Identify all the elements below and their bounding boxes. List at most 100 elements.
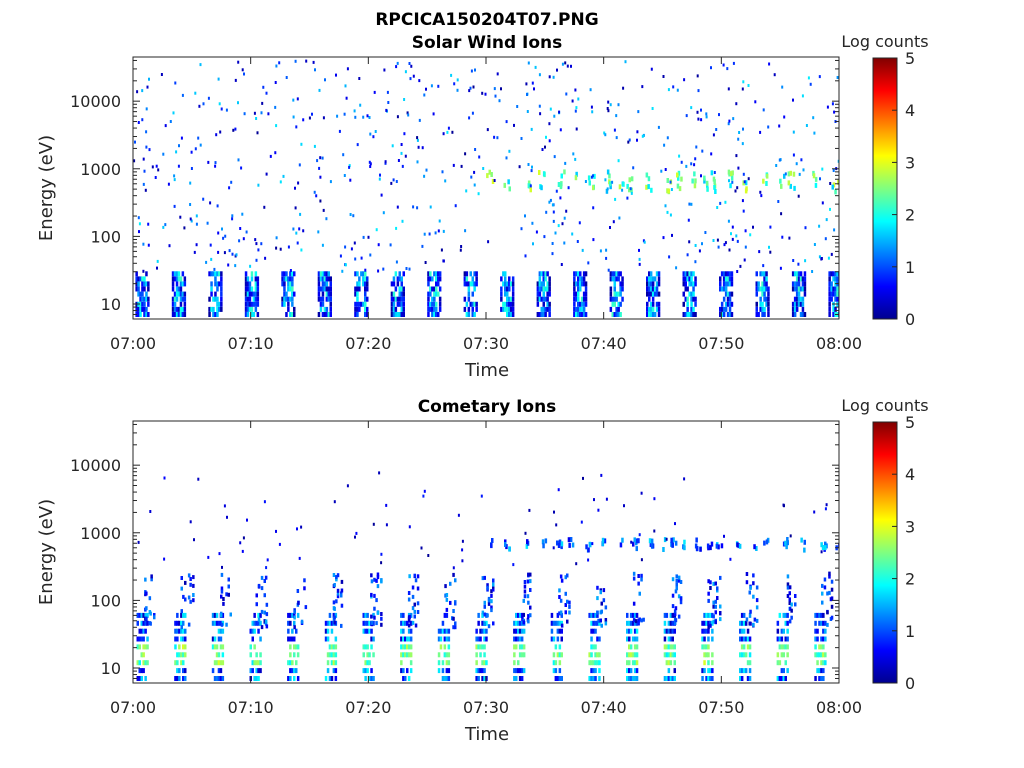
spectrogram-cell xyxy=(834,291,837,297)
spectrogram-cell xyxy=(786,644,789,650)
spectrogram-cell xyxy=(707,668,710,674)
spectrogram-cell xyxy=(788,601,791,605)
spectrogram-cell xyxy=(356,281,359,287)
spectrogram-cell xyxy=(522,628,526,634)
spectrogram-cell xyxy=(582,476,584,480)
spectrogram-cell xyxy=(255,242,258,246)
spectrogram-cell xyxy=(457,513,460,517)
spectrogram-cell xyxy=(615,296,618,302)
spectrogram-cell xyxy=(619,312,622,317)
spectrogram-cell xyxy=(368,160,371,164)
spectrogram-cell xyxy=(180,636,183,642)
spectrogram-cell xyxy=(392,178,395,182)
spectrogram-cell xyxy=(437,652,441,658)
spectrogram-cell xyxy=(225,592,228,597)
spectrogram-cell xyxy=(707,636,710,642)
spectrogram-cell xyxy=(311,112,313,116)
spectrogram-cell xyxy=(141,118,144,122)
spectrogram-cell xyxy=(402,271,405,277)
spectrogram-cell xyxy=(407,623,411,628)
spectrogram-cell xyxy=(461,539,464,543)
spectrogram-cell xyxy=(522,598,525,603)
spectrogram-cell xyxy=(628,177,631,183)
spectrogram-cell xyxy=(712,239,715,242)
spectrogram-cell xyxy=(683,545,686,551)
spectrogram-cell xyxy=(696,74,699,78)
spectrogram-cell xyxy=(722,63,725,67)
spectrogram-cell xyxy=(402,312,405,317)
spectrogram-cell xyxy=(544,271,547,277)
spectrogram-cell xyxy=(313,144,316,148)
spectrogram-cell xyxy=(150,577,153,582)
spectrogram-cell xyxy=(782,676,785,681)
spectrogram-cell xyxy=(394,271,398,277)
spectrogram-cell xyxy=(145,312,148,317)
spectrogram-cell xyxy=(211,620,215,626)
spectrogram-cell xyxy=(669,180,672,184)
spectrogram-cell xyxy=(739,668,742,674)
spectrogram-cell xyxy=(582,312,586,317)
spectrogram-cell xyxy=(602,588,606,593)
spectrogram-cell xyxy=(794,602,797,607)
spectrogram-cell xyxy=(356,306,359,312)
spectrogram-cell xyxy=(508,301,511,307)
spectrogram-cell xyxy=(173,276,177,282)
spectrogram-cell xyxy=(404,154,407,158)
spectrogram-cell xyxy=(334,668,338,674)
spectrogram-cell xyxy=(635,546,638,552)
spectrogram-cell xyxy=(506,291,509,297)
spectrogram-cell xyxy=(139,276,142,282)
spectrogram-cell xyxy=(582,276,586,282)
spectrogram-cell xyxy=(759,271,762,277)
spectrogram-cell xyxy=(385,503,388,507)
spectrogram-cell xyxy=(731,237,734,241)
spectrogram-cell xyxy=(564,603,567,607)
spectrogram-cell xyxy=(791,271,795,277)
spectrogram-cell xyxy=(257,676,260,681)
spectrogram-cell xyxy=(765,271,768,277)
spectrogram-cell xyxy=(692,312,695,317)
spectrogram-cell xyxy=(511,306,515,312)
spectrogram-cell xyxy=(366,281,369,287)
spectrogram-cell xyxy=(364,644,367,650)
spectrogram-cell xyxy=(225,108,228,112)
spectrogram-cell xyxy=(592,238,595,242)
spectrogram-cell xyxy=(208,296,211,302)
spectrogram-cell xyxy=(626,196,629,200)
spectrogram-cell xyxy=(330,644,334,650)
spectrogram-cell xyxy=(400,291,403,297)
spectrogram-cell xyxy=(257,183,260,187)
spectrogram-cell xyxy=(814,652,817,658)
spectrogram-cell xyxy=(712,600,715,605)
spectrogram-cell xyxy=(142,242,145,246)
spectrogram-cell xyxy=(598,620,601,626)
spectrogram-cell xyxy=(629,612,633,618)
spectrogram-cell xyxy=(657,271,661,277)
spectrogram-cell xyxy=(267,112,270,116)
spectrogram-cell xyxy=(180,628,183,634)
spectrogram-cell xyxy=(665,676,669,681)
spectrogram-cell xyxy=(212,296,215,302)
spectrogram-cell xyxy=(404,636,407,642)
spectrogram-cell xyxy=(142,636,145,642)
spectrogram-cell xyxy=(317,291,321,297)
spectrogram-cell xyxy=(254,291,258,297)
spectrogram-cell xyxy=(788,236,791,240)
spectrogram-cell xyxy=(447,628,451,634)
spectrogram-cell xyxy=(254,296,258,302)
spectrogram-cell xyxy=(248,291,252,297)
spectrogram-cell xyxy=(744,188,748,194)
spectrogram-cell xyxy=(637,581,640,586)
spectrogram-cell xyxy=(694,281,697,287)
spectrogram-cell xyxy=(182,676,185,681)
spectrogram-cell xyxy=(679,596,683,601)
spectrogram-cell xyxy=(140,612,143,618)
spectrogram-cell xyxy=(171,312,175,317)
spectrogram-cell xyxy=(719,611,722,615)
spectrogram-cell xyxy=(496,136,499,140)
spectrogram-cell xyxy=(720,286,724,292)
spectrogram-cell xyxy=(461,548,464,552)
spectrogram-cell xyxy=(173,312,177,317)
spectrogram-cell xyxy=(609,291,613,297)
spectrogram-cell xyxy=(221,628,225,634)
